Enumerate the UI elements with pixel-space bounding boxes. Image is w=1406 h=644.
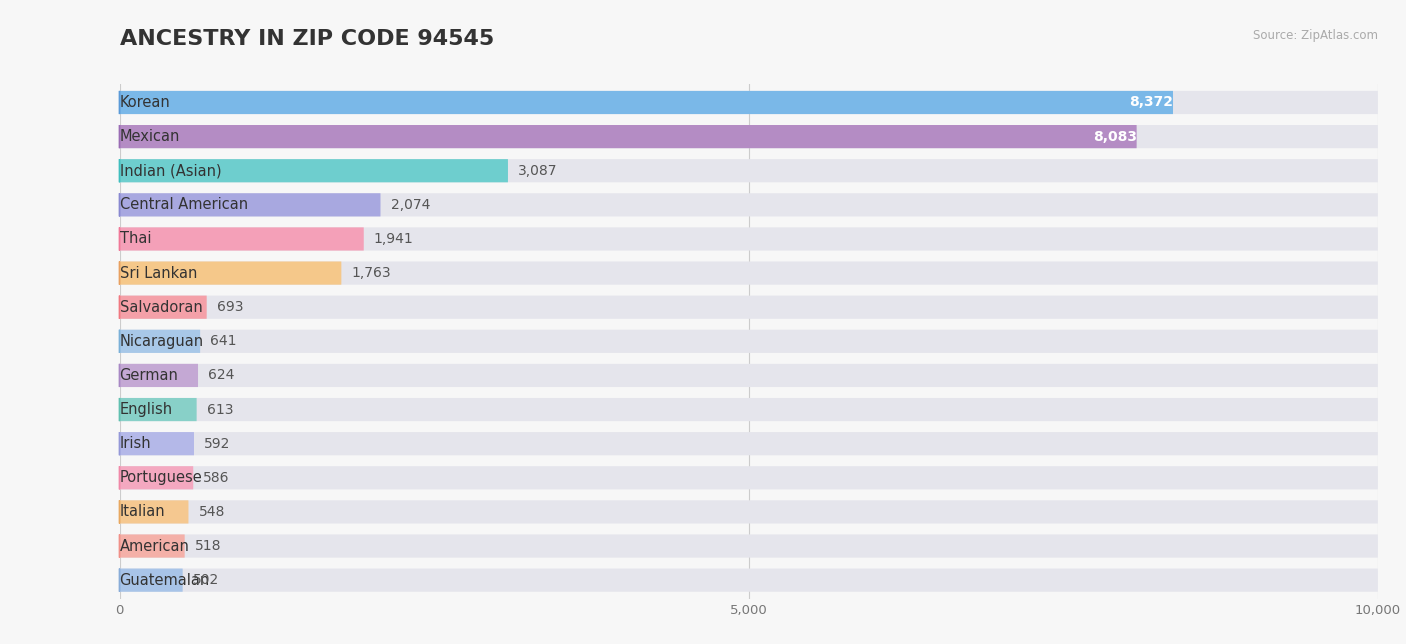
- FancyBboxPatch shape: [120, 466, 1378, 489]
- Text: American: American: [120, 538, 190, 554]
- FancyBboxPatch shape: [120, 500, 188, 524]
- Text: Sri Lankan: Sri Lankan: [120, 265, 197, 281]
- FancyBboxPatch shape: [120, 227, 1378, 251]
- FancyBboxPatch shape: [120, 159, 1378, 182]
- FancyBboxPatch shape: [120, 466, 193, 489]
- Text: 693: 693: [217, 300, 243, 314]
- Text: Source: ZipAtlas.com: Source: ZipAtlas.com: [1253, 29, 1378, 42]
- FancyBboxPatch shape: [120, 398, 1378, 421]
- Text: Central American: Central American: [120, 197, 247, 213]
- FancyBboxPatch shape: [120, 159, 508, 182]
- Text: Nicaraguan: Nicaraguan: [120, 334, 204, 349]
- FancyBboxPatch shape: [120, 330, 1378, 353]
- FancyBboxPatch shape: [120, 432, 1378, 455]
- Text: 592: 592: [204, 437, 231, 451]
- FancyBboxPatch shape: [120, 91, 1378, 114]
- Text: 3,087: 3,087: [517, 164, 558, 178]
- Text: 548: 548: [198, 505, 225, 519]
- Text: Indian (Asian): Indian (Asian): [120, 163, 221, 178]
- Text: ANCESTRY IN ZIP CODE 94545: ANCESTRY IN ZIP CODE 94545: [120, 29, 494, 49]
- FancyBboxPatch shape: [120, 364, 1378, 387]
- FancyBboxPatch shape: [120, 398, 197, 421]
- FancyBboxPatch shape: [120, 330, 200, 353]
- FancyBboxPatch shape: [120, 193, 381, 216]
- FancyBboxPatch shape: [120, 261, 1378, 285]
- Text: Salvadoran: Salvadoran: [120, 299, 202, 315]
- Text: 8,083: 8,083: [1092, 129, 1136, 144]
- FancyBboxPatch shape: [120, 193, 1378, 216]
- Text: 1,763: 1,763: [352, 266, 391, 280]
- Text: English: English: [120, 402, 173, 417]
- Text: Portuguese: Portuguese: [120, 470, 202, 486]
- FancyBboxPatch shape: [120, 125, 1136, 148]
- Text: 2,074: 2,074: [391, 198, 430, 212]
- Text: 586: 586: [204, 471, 229, 485]
- Text: Irish: Irish: [120, 436, 152, 451]
- FancyBboxPatch shape: [120, 261, 342, 285]
- Text: Italian: Italian: [120, 504, 165, 520]
- Text: Mexican: Mexican: [120, 129, 180, 144]
- Text: Korean: Korean: [120, 95, 170, 110]
- Text: 1,941: 1,941: [374, 232, 413, 246]
- Text: 502: 502: [193, 573, 219, 587]
- Text: 518: 518: [195, 539, 221, 553]
- Text: 613: 613: [207, 402, 233, 417]
- Text: 641: 641: [211, 334, 236, 348]
- FancyBboxPatch shape: [120, 432, 194, 455]
- FancyBboxPatch shape: [120, 500, 1378, 524]
- Text: German: German: [120, 368, 179, 383]
- Text: 624: 624: [208, 368, 235, 383]
- FancyBboxPatch shape: [120, 569, 1378, 592]
- FancyBboxPatch shape: [120, 227, 364, 251]
- FancyBboxPatch shape: [120, 535, 1378, 558]
- Text: 8,372: 8,372: [1129, 95, 1173, 109]
- FancyBboxPatch shape: [120, 296, 1378, 319]
- FancyBboxPatch shape: [120, 296, 207, 319]
- Text: Guatemalan: Guatemalan: [120, 573, 209, 588]
- FancyBboxPatch shape: [120, 535, 184, 558]
- FancyBboxPatch shape: [120, 569, 183, 592]
- Text: Thai: Thai: [120, 231, 150, 247]
- FancyBboxPatch shape: [120, 125, 1378, 148]
- FancyBboxPatch shape: [120, 91, 1173, 114]
- FancyBboxPatch shape: [120, 364, 198, 387]
